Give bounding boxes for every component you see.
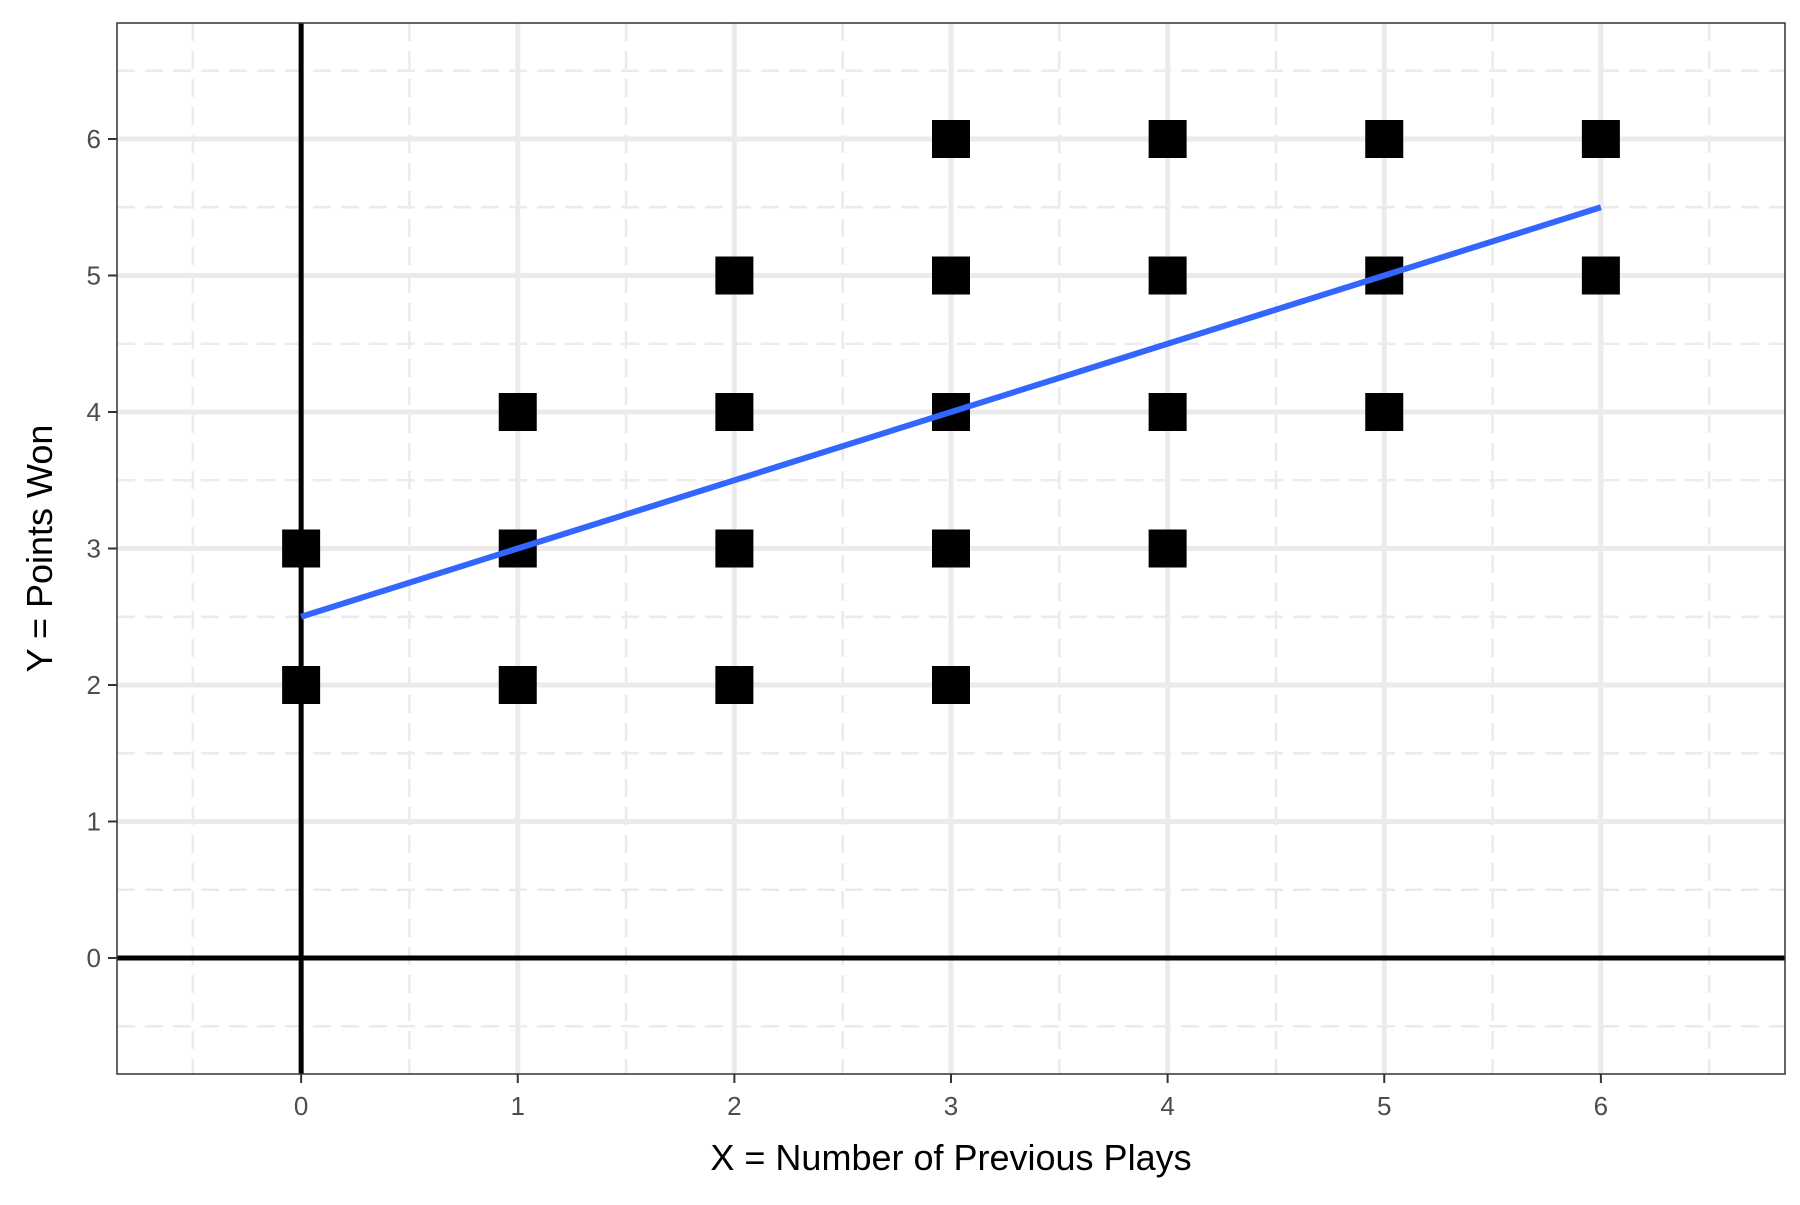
data-point: [498, 665, 537, 704]
x-tick-label: 3: [944, 1091, 958, 1121]
y-tick-label: 0: [87, 943, 101, 973]
data-point: [1148, 529, 1187, 568]
y-tick-label: 5: [87, 261, 101, 291]
x-tick-label: 2: [727, 1091, 741, 1121]
x-tick-label: 6: [1594, 1091, 1608, 1121]
data-point: [1365, 393, 1404, 432]
data-points: [282, 120, 1620, 704]
y-tick-label: 3: [87, 534, 101, 564]
data-point: [1148, 256, 1187, 295]
data-point: [932, 120, 970, 159]
y-tick-label: 1: [87, 806, 101, 836]
x-tick-label: 4: [1160, 1091, 1174, 1121]
axis-ticks: 0 1 2 3 4 5 6 0 1 2 3 4 5 6: [87, 124, 1609, 1121]
data-point: [282, 529, 321, 568]
y-tick-label: 4: [87, 397, 101, 427]
y-axis-title: Y = Points Won: [19, 425, 60, 673]
data-point: [932, 665, 970, 704]
data-point: [1148, 393, 1187, 432]
data-point: [932, 256, 970, 295]
data-point: [715, 256, 754, 295]
x-axis-title: X = Number of Previous Plays: [710, 1137, 1191, 1178]
data-point: [282, 665, 321, 704]
data-point: [1148, 120, 1187, 159]
data-point: [1365, 120, 1404, 159]
x-tick-label: 0: [294, 1091, 308, 1121]
data-point: [715, 529, 754, 568]
data-point: [715, 665, 754, 704]
fit-line: [300, 204, 1602, 620]
data-point: [1581, 256, 1620, 295]
x-tick-label: 1: [511, 1091, 525, 1121]
x-tick-label: 5: [1377, 1091, 1391, 1121]
data-point: [498, 393, 537, 432]
y-tick-label: 6: [87, 124, 101, 154]
data-point: [932, 529, 970, 568]
data-point: [1581, 120, 1620, 159]
fit-line-layer: [300, 204, 1602, 620]
y-tick-label: 2: [87, 670, 101, 700]
data-point: [715, 393, 754, 432]
